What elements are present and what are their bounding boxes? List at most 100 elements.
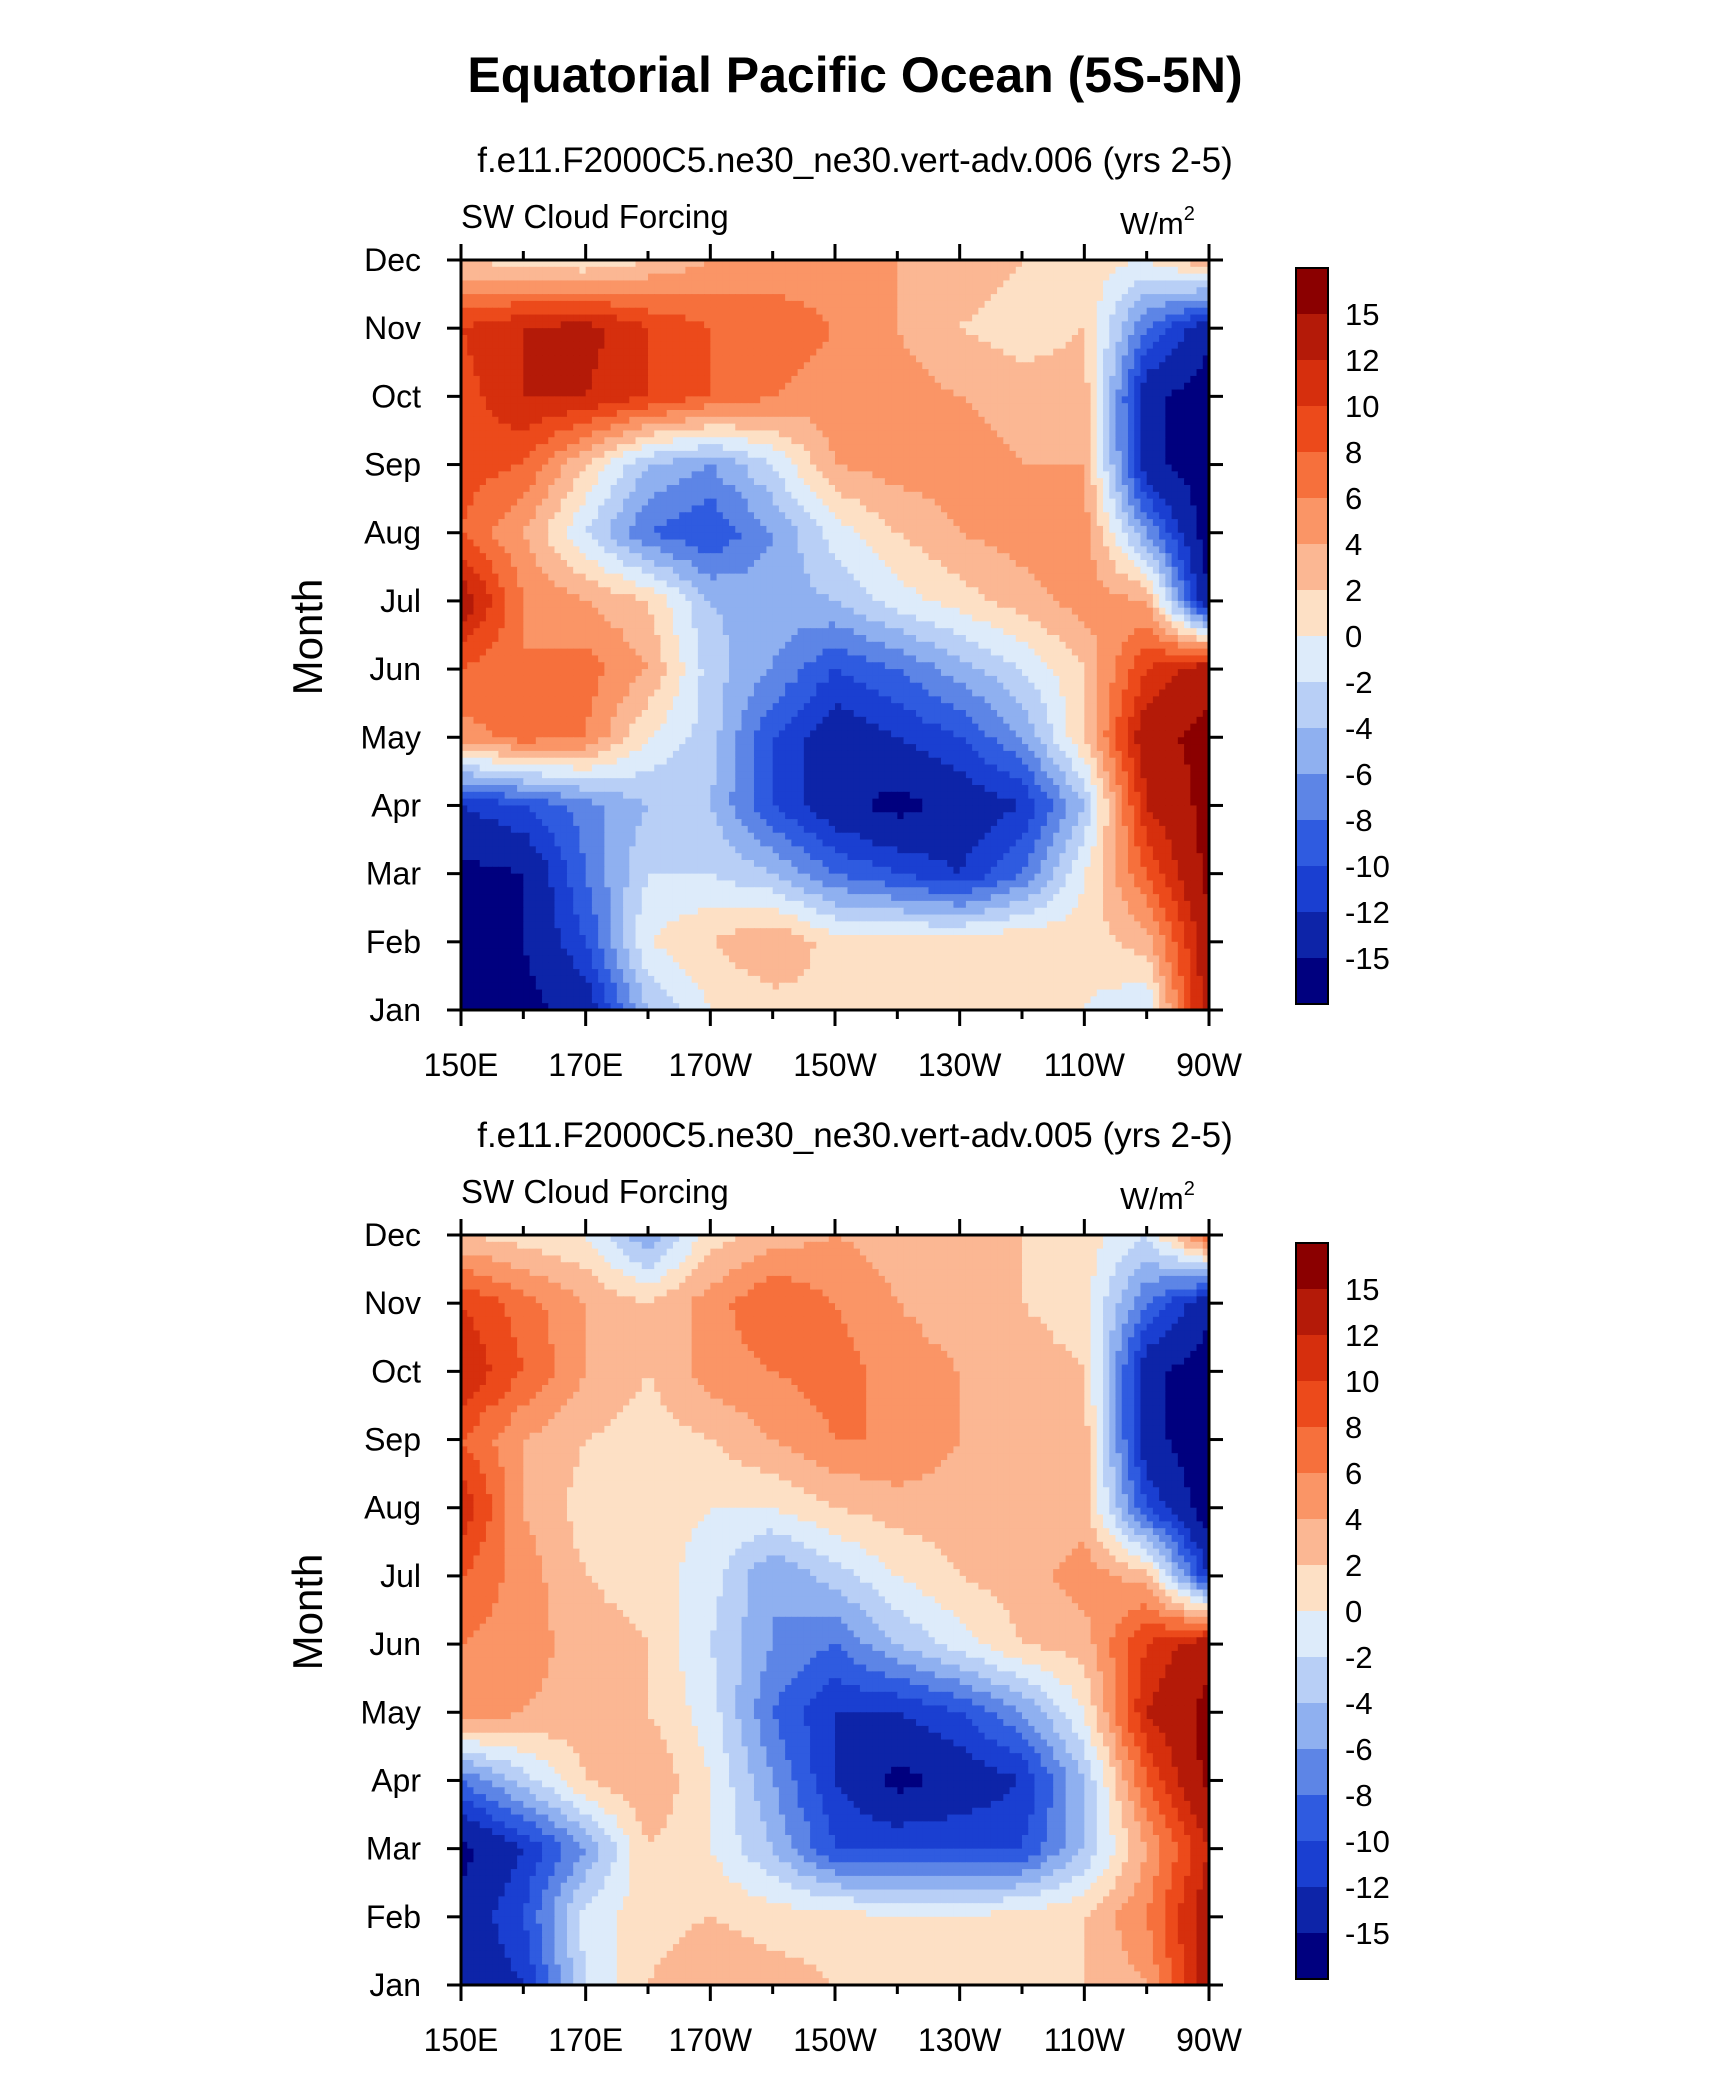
heatmap-cell: [1103, 444, 1110, 451]
heatmap-cell: [698, 540, 705, 547]
heatmap-cell: [1197, 321, 1204, 328]
heatmap-cell: [1091, 444, 1098, 451]
heatmap-cell: [486, 499, 493, 506]
heatmap-cell: [866, 499, 873, 506]
heatmap-cell: [1078, 465, 1085, 472]
heatmap-cell: [473, 390, 480, 397]
heatmap-cell: [829, 417, 836, 424]
heatmap-cell: [766, 315, 773, 322]
heatmap-cell: [1010, 301, 1017, 308]
heatmap-cell: [536, 437, 543, 444]
heatmap-cell: [611, 505, 618, 512]
heatmap-cell: [592, 376, 599, 383]
heatmap-cell: [617, 294, 624, 301]
heatmap-cell: [1190, 465, 1197, 472]
heatmap-cell: [766, 369, 773, 376]
heatmap-cell: [567, 505, 574, 512]
heatmap-cell: [717, 424, 724, 431]
heatmap-cell: [872, 444, 879, 451]
heatmap-cell: [642, 301, 649, 308]
heatmap-cell: [636, 458, 643, 465]
heatmap-cell: [885, 533, 892, 540]
heatmap-cell: [1053, 355, 1060, 362]
heatmap-cell: [816, 533, 823, 540]
heatmap-cell: [555, 362, 562, 369]
heatmap-cell: [579, 519, 586, 526]
heatmap-cell: [922, 328, 929, 335]
heatmap-cell: [542, 301, 549, 308]
heatmap-cell: [636, 540, 643, 547]
heatmap-cell: [654, 410, 661, 417]
heatmap-cell: [1165, 451, 1172, 458]
heatmap-cell: [1159, 437, 1166, 444]
heatmap-cell: [835, 540, 842, 547]
heatmap-cell: [498, 301, 505, 308]
heatmap-cell: [530, 315, 537, 322]
heatmap-cell: [1128, 308, 1135, 315]
heatmap-cell: [935, 471, 942, 478]
heatmap-cell: [636, 512, 643, 519]
heatmap-cell: [804, 342, 811, 349]
heatmap-cell: [754, 403, 761, 410]
heatmap-cell: [642, 376, 649, 383]
heatmap-cell: [947, 437, 954, 444]
heatmap-cell: [598, 444, 605, 451]
heatmap-cell: [922, 505, 929, 512]
heatmap-cell: [1165, 458, 1172, 465]
heatmap-cell: [492, 540, 499, 547]
heatmap-cell: [773, 396, 780, 403]
heatmap-cell: [1122, 471, 1129, 478]
heatmap-cell: [536, 301, 543, 308]
heatmap-cell: [511, 417, 518, 424]
heatmap-cell: [1128, 478, 1135, 485]
heatmap-cell: [1184, 424, 1191, 431]
heatmap-cell: [1028, 376, 1035, 383]
heatmap-cell: [1172, 451, 1179, 458]
heatmap-cell: [854, 342, 861, 349]
heatmap-cell: [523, 396, 530, 403]
heatmap-cell: [997, 287, 1004, 294]
heatmap-cell: [1041, 478, 1048, 485]
heatmap-cell: [1109, 294, 1116, 301]
heatmap-cell: [1165, 355, 1172, 362]
heatmap-cell: [679, 403, 686, 410]
heatmap-cell: [467, 267, 474, 274]
heatmap-cell: [816, 437, 823, 444]
heatmap-cell: [617, 471, 624, 478]
heatmap-cell: [611, 396, 618, 403]
heatmap-cell: [872, 471, 879, 478]
heatmap-cell: [953, 362, 960, 369]
heatmap-cell: [710, 526, 717, 533]
heatmap-cell: [536, 458, 543, 465]
heatmap-cell: [742, 533, 749, 540]
heatmap-cell: [1159, 465, 1166, 472]
heatmap-cell: [660, 471, 667, 478]
heatmap-cell: [779, 485, 786, 492]
heatmap-cell: [498, 512, 505, 519]
heatmap-cell: [1097, 505, 1104, 512]
heatmap-cell: [1190, 390, 1197, 397]
heatmap-cell: [854, 383, 861, 390]
heatmap-cell: [904, 390, 911, 397]
heatmap-cell: [1034, 342, 1041, 349]
heatmap-cell: [598, 349, 605, 356]
heatmap-cell: [966, 458, 973, 465]
heatmap-cell: [1103, 335, 1110, 342]
heatmap-cell: [1091, 355, 1098, 362]
heatmap-cell: [910, 315, 917, 322]
heatmap-cell: [486, 355, 493, 362]
heatmap-cell: [835, 492, 842, 499]
heatmap-cell: [904, 505, 911, 512]
heatmap-cell: [1072, 342, 1079, 349]
heatmap-cell: [667, 458, 674, 465]
heatmap-cell: [929, 294, 936, 301]
heatmap-cell: [604, 519, 611, 526]
heatmap-cell: [1091, 505, 1098, 512]
heatmap-cell: [486, 383, 493, 390]
heatmap-cell: [997, 390, 1004, 397]
heatmap-cell: [642, 492, 649, 499]
heatmap-cell: [498, 471, 505, 478]
heatmap-cell: [1072, 437, 1079, 444]
heatmap-cell: [953, 444, 960, 451]
heatmap-cell: [872, 478, 879, 485]
